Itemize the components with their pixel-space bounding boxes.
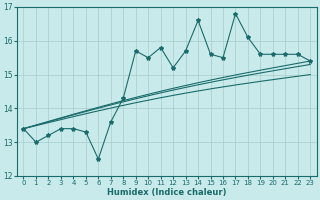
- X-axis label: Humidex (Indice chaleur): Humidex (Indice chaleur): [107, 188, 227, 197]
